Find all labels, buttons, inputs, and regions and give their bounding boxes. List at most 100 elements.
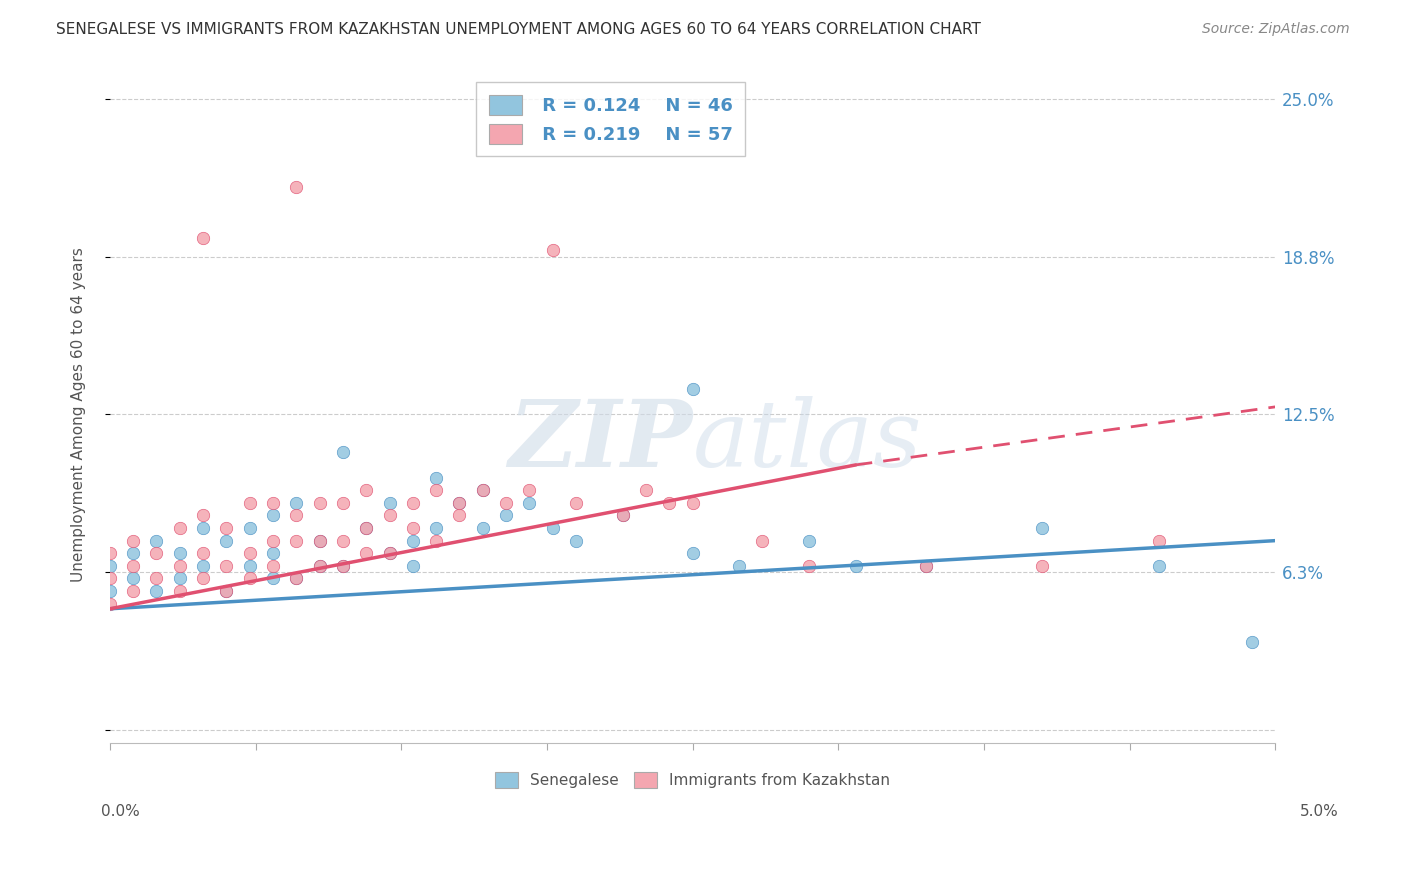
Point bbox=[565, 533, 588, 548]
Point bbox=[1240, 634, 1263, 648]
Point bbox=[98, 584, 121, 599]
Point bbox=[402, 533, 425, 548]
Point bbox=[378, 546, 401, 560]
Point bbox=[122, 584, 145, 599]
Point bbox=[308, 558, 330, 573]
Point bbox=[425, 521, 447, 535]
Point bbox=[215, 584, 238, 599]
Point bbox=[845, 558, 868, 573]
Point bbox=[378, 508, 401, 523]
Point bbox=[332, 533, 354, 548]
Point bbox=[191, 558, 214, 573]
Point bbox=[1031, 558, 1053, 573]
Point bbox=[402, 496, 425, 510]
Point bbox=[98, 546, 121, 560]
Point bbox=[191, 572, 214, 586]
Point bbox=[262, 533, 284, 548]
Text: Source: ZipAtlas.com: Source: ZipAtlas.com bbox=[1202, 22, 1350, 37]
Point bbox=[634, 483, 657, 498]
Point bbox=[425, 533, 447, 548]
Point bbox=[262, 496, 284, 510]
Point bbox=[215, 521, 238, 535]
Point bbox=[262, 572, 284, 586]
Point bbox=[751, 533, 773, 548]
Point bbox=[308, 533, 330, 548]
Point bbox=[682, 546, 704, 560]
Text: 5.0%: 5.0% bbox=[1299, 805, 1339, 819]
Point bbox=[354, 546, 377, 560]
Point bbox=[1147, 533, 1170, 548]
Point bbox=[658, 496, 681, 510]
Text: ZIP: ZIP bbox=[509, 396, 693, 486]
Point bbox=[425, 470, 447, 484]
Point bbox=[285, 180, 308, 194]
Point bbox=[449, 496, 471, 510]
Legend: Senegalese, Immigrants from Kazakhstan: Senegalese, Immigrants from Kazakhstan bbox=[489, 765, 896, 794]
Point bbox=[471, 521, 494, 535]
Point bbox=[169, 521, 191, 535]
Point bbox=[449, 508, 471, 523]
Point bbox=[239, 558, 262, 573]
Point bbox=[191, 231, 214, 245]
Point bbox=[495, 508, 517, 523]
Point bbox=[145, 584, 167, 599]
Point bbox=[122, 533, 145, 548]
Point bbox=[519, 496, 541, 510]
Point bbox=[332, 496, 354, 510]
Point bbox=[145, 572, 167, 586]
Point bbox=[169, 584, 191, 599]
Point bbox=[1147, 558, 1170, 573]
Point bbox=[308, 496, 330, 510]
Point bbox=[262, 546, 284, 560]
Point bbox=[191, 521, 214, 535]
Point bbox=[471, 483, 494, 498]
Point bbox=[191, 546, 214, 560]
Point bbox=[215, 584, 238, 599]
Point bbox=[215, 533, 238, 548]
Text: SENEGALESE VS IMMIGRANTS FROM KAZAKHSTAN UNEMPLOYMENT AMONG AGES 60 TO 64 YEARS : SENEGALESE VS IMMIGRANTS FROM KAZAKHSTAN… bbox=[56, 22, 981, 37]
Point bbox=[308, 533, 330, 548]
Point bbox=[797, 533, 820, 548]
Point bbox=[239, 572, 262, 586]
Point bbox=[612, 508, 634, 523]
Point bbox=[354, 483, 377, 498]
Point bbox=[285, 496, 308, 510]
Point bbox=[541, 244, 564, 258]
Point bbox=[471, 483, 494, 498]
Text: atlas: atlas bbox=[693, 396, 922, 486]
Point bbox=[425, 483, 447, 498]
Point bbox=[728, 558, 751, 573]
Point bbox=[402, 521, 425, 535]
Point bbox=[262, 508, 284, 523]
Point bbox=[169, 546, 191, 560]
Point bbox=[332, 558, 354, 573]
Point bbox=[914, 558, 936, 573]
Point bbox=[145, 546, 167, 560]
Point bbox=[98, 597, 121, 611]
Point bbox=[682, 496, 704, 510]
Point bbox=[169, 558, 191, 573]
Point bbox=[191, 508, 214, 523]
Point bbox=[239, 521, 262, 535]
Point bbox=[914, 558, 936, 573]
Point bbox=[308, 558, 330, 573]
Point bbox=[354, 521, 377, 535]
Point bbox=[565, 496, 588, 510]
Point bbox=[98, 572, 121, 586]
Y-axis label: Unemployment Among Ages 60 to 64 years: Unemployment Among Ages 60 to 64 years bbox=[72, 247, 86, 582]
Point bbox=[122, 546, 145, 560]
Point bbox=[215, 558, 238, 573]
Point bbox=[285, 533, 308, 548]
Point bbox=[332, 445, 354, 459]
Point bbox=[169, 572, 191, 586]
Point bbox=[495, 496, 517, 510]
Point bbox=[378, 496, 401, 510]
Point bbox=[122, 572, 145, 586]
Point bbox=[285, 572, 308, 586]
Point bbox=[541, 521, 564, 535]
Point bbox=[285, 572, 308, 586]
Point bbox=[402, 558, 425, 573]
Point bbox=[682, 382, 704, 396]
Point bbox=[354, 521, 377, 535]
Point bbox=[519, 483, 541, 498]
